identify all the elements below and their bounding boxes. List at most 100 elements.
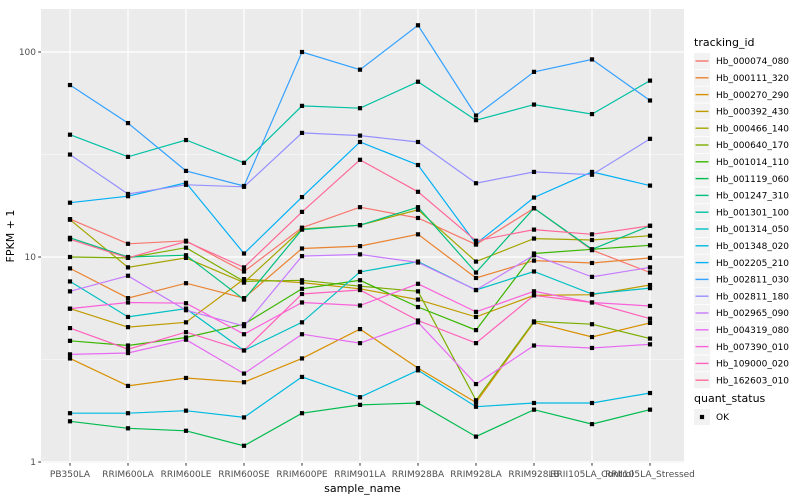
x-tick-label: RRII105LA_Control	[550, 470, 633, 480]
data-point	[183, 239, 189, 244]
data-point	[473, 241, 479, 246]
data-point	[241, 279, 247, 284]
data-point	[415, 139, 421, 145]
data-point	[125, 154, 131, 159]
legend-title: tracking_id	[694, 36, 755, 49]
y-tick-label: 10	[25, 253, 37, 263]
data-point	[589, 334, 595, 340]
data-point	[241, 251, 247, 256]
legend-item-label: Hb_000466_140	[716, 124, 789, 134]
data-point	[299, 374, 305, 380]
data-point	[647, 286, 653, 291]
data-point	[67, 279, 73, 284]
data-point	[589, 232, 595, 237]
data-point	[67, 266, 73, 271]
data-point	[299, 286, 305, 291]
legend-item-label: Hb_001014_110	[716, 158, 789, 168]
x-tick-label: RRIM600SE	[218, 470, 270, 480]
data-point	[299, 246, 305, 251]
data-point	[125, 426, 131, 431]
legend-item: Hb_000392_430	[694, 103, 789, 120]
legend2-title: quant_status	[694, 392, 766, 405]
data-point	[473, 259, 479, 264]
data-point	[357, 106, 363, 111]
data-point	[299, 130, 305, 136]
data-point	[531, 400, 537, 406]
data-point	[299, 278, 305, 283]
legend-item-label: Hb_000074_080	[716, 57, 789, 67]
data-point	[415, 215, 421, 221]
legend-item: Hb_000466_140	[694, 120, 789, 137]
data-point	[357, 205, 363, 210]
legend-item: Hb_007390_010	[694, 338, 789, 355]
data-point	[473, 434, 479, 439]
y-axis-title: FPKM + 1	[4, 210, 17, 263]
data-point	[531, 319, 537, 324]
data-point	[299, 254, 305, 259]
data-point	[125, 194, 131, 199]
data-point	[241, 348, 247, 353]
data-point	[241, 297, 247, 302]
legend-item-label: Hb_000270_290	[716, 91, 789, 101]
data-point	[125, 273, 131, 278]
legend-tracking-id: tracking_id Hb_000074_080 Hb_000111_320 Hb_…	[694, 36, 789, 389]
data-point	[531, 169, 537, 175]
data-point	[647, 265, 653, 270]
data-point	[531, 343, 537, 348]
data-point	[357, 157, 363, 162]
x-tick-label: RRIM600PE	[276, 470, 328, 480]
data-point	[183, 255, 189, 260]
data-point	[357, 223, 363, 228]
data-point	[415, 23, 421, 28]
data-point	[647, 336, 653, 341]
data-point	[357, 402, 363, 407]
legend-item-label: Hb_001247_310	[716, 192, 789, 202]
data-point	[357, 326, 363, 332]
data-point	[589, 345, 595, 351]
data-point	[357, 67, 363, 72]
data-point	[415, 368, 421, 373]
data-point	[531, 236, 537, 241]
data-point	[125, 241, 131, 246]
data-point	[125, 411, 131, 416]
data-point	[415, 289, 421, 294]
axes: 1 10 100 PB350LA RRIM600LA RRIM600LE RRIM600SE…	[4, 48, 695, 495]
legend2-item: OK	[694, 409, 730, 425]
legend-item-label: Hb_002965_090	[716, 309, 789, 319]
data-point	[647, 282, 653, 288]
legend2-item-label: OK	[716, 413, 730, 423]
data-point	[531, 258, 537, 263]
data-point	[589, 322, 595, 327]
data-point	[531, 407, 537, 412]
data-point	[647, 342, 653, 347]
legend-item: Hb_162603_010	[694, 372, 789, 389]
data-point	[647, 78, 653, 83]
data-point	[183, 168, 189, 174]
data-point	[357, 284, 363, 289]
x-tick-label: RRIM928LA	[450, 470, 502, 480]
legend-quant-status: quant_status OK	[694, 392, 766, 425]
data-point	[415, 260, 421, 265]
data-point	[299, 291, 305, 297]
data-point	[241, 380, 247, 385]
legend-item: Hb_000270_290	[694, 86, 789, 103]
data-point	[647, 136, 653, 141]
data-point	[125, 265, 131, 270]
data-point	[647, 255, 653, 260]
data-point	[357, 244, 363, 249]
data-point	[183, 182, 189, 187]
data-point	[473, 314, 479, 320]
data-point	[531, 293, 537, 298]
data-point	[415, 400, 421, 406]
data-point	[531, 227, 537, 232]
data-point	[67, 306, 73, 311]
data-point	[531, 206, 537, 211]
data-point	[67, 254, 73, 260]
black-square-marker-icon	[699, 414, 705, 420]
data-point	[647, 98, 653, 103]
data-point	[589, 111, 595, 117]
legend-item-label: Hb_162603_010	[716, 376, 789, 386]
data-point	[241, 324, 247, 329]
data-point	[589, 57, 595, 62]
